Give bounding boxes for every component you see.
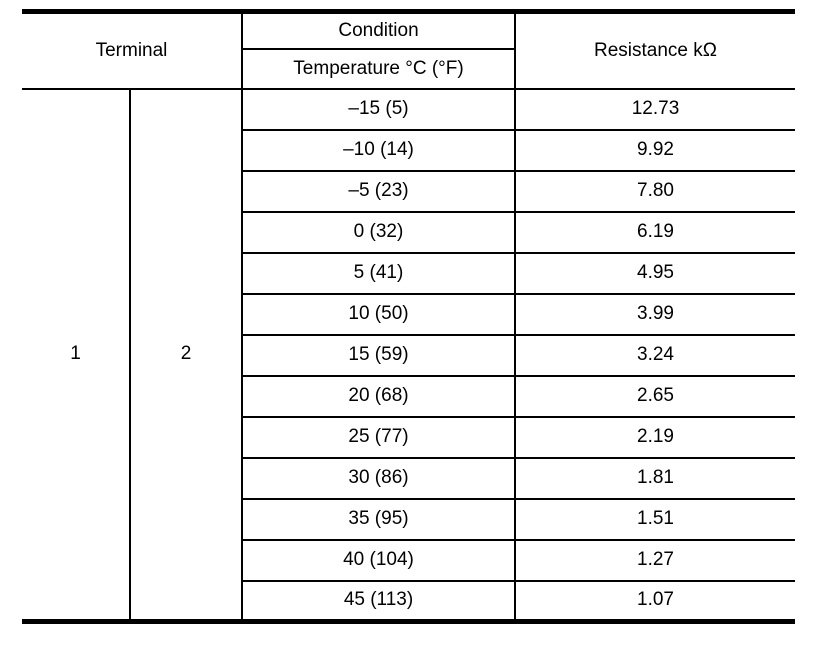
resistance-spec-table: Terminal Condition Resistance kΩ Tempera…: [22, 9, 795, 624]
temperature-cell: –10 (14): [241, 128, 516, 172]
temperature-cell: 35 (95): [241, 497, 516, 541]
table-row: 25 (77) 2.19: [22, 415, 795, 459]
header-row-temperature: Temperature °C (°F): [22, 47, 795, 90]
resistance-cell: 1.81: [514, 456, 795, 500]
table-row: 10 (50) 3.99: [22, 292, 795, 336]
table-row: 40 (104) 1.27: [22, 538, 795, 582]
table-row: 30 (86) 1.81: [22, 456, 795, 500]
resistance-header: Resistance kΩ: [514, 10, 795, 90]
header-row-condition: Terminal Condition Resistance kΩ: [22, 10, 795, 90]
resistance-cell: 7.80: [514, 169, 795, 213]
temperature-cell: 20 (68): [241, 374, 516, 418]
temperature-cell: 0 (32): [241, 210, 516, 254]
resistance-cell: 3.24: [514, 333, 795, 377]
resistance-cell: 6.19: [514, 210, 795, 254]
table-row: –5 (23) 7.80: [22, 169, 795, 213]
temperature-cell: 5 (41): [241, 251, 516, 295]
table-row: 0 (32) 6.19: [22, 210, 795, 254]
resistance-cell: 9.92: [514, 128, 795, 172]
temperature-cell: 10 (50): [241, 292, 516, 336]
condition-header: Condition: [241, 10, 516, 50]
temperature-cell: 15 (59): [241, 333, 516, 377]
table-row: 45 (113) 1.07: [22, 579, 795, 623]
temperature-cell: 25 (77): [241, 415, 516, 459]
terminal-2-cell: 2: [129, 87, 243, 623]
resistance-cell: 2.19: [514, 415, 795, 459]
terminal-header: Terminal: [22, 10, 243, 90]
table-row: –10 (14) 9.92: [22, 128, 795, 172]
temperature-cell: –15 (5): [241, 87, 516, 131]
table-row: 15 (59) 3.24: [22, 333, 795, 377]
resistance-cell: 1.07: [514, 579, 795, 623]
temperature-header: Temperature °C (°F): [241, 47, 516, 90]
resistance-cell: 1.27: [514, 538, 795, 582]
table-row: 5 (41) 4.95: [22, 251, 795, 295]
temperature-cell: 45 (113): [241, 579, 516, 623]
resistance-cell: 3.99: [514, 292, 795, 336]
table-row: 35 (95) 1.51: [22, 497, 795, 541]
resistance-cell: 4.95: [514, 251, 795, 295]
table-row: 20 (68) 2.65: [22, 374, 795, 418]
temperature-cell: 40 (104): [241, 538, 516, 582]
temperature-cell: 30 (86): [241, 456, 516, 500]
table-row: 1 2 –15 (5) 12.73: [22, 87, 795, 623]
terminal-1-cell: 1: [22, 87, 131, 623]
resistance-cell: 1.51: [514, 497, 795, 541]
resistance-cell: 2.65: [514, 374, 795, 418]
resistance-cell: 12.73: [514, 87, 795, 131]
temperature-cell: –5 (23): [241, 169, 516, 213]
